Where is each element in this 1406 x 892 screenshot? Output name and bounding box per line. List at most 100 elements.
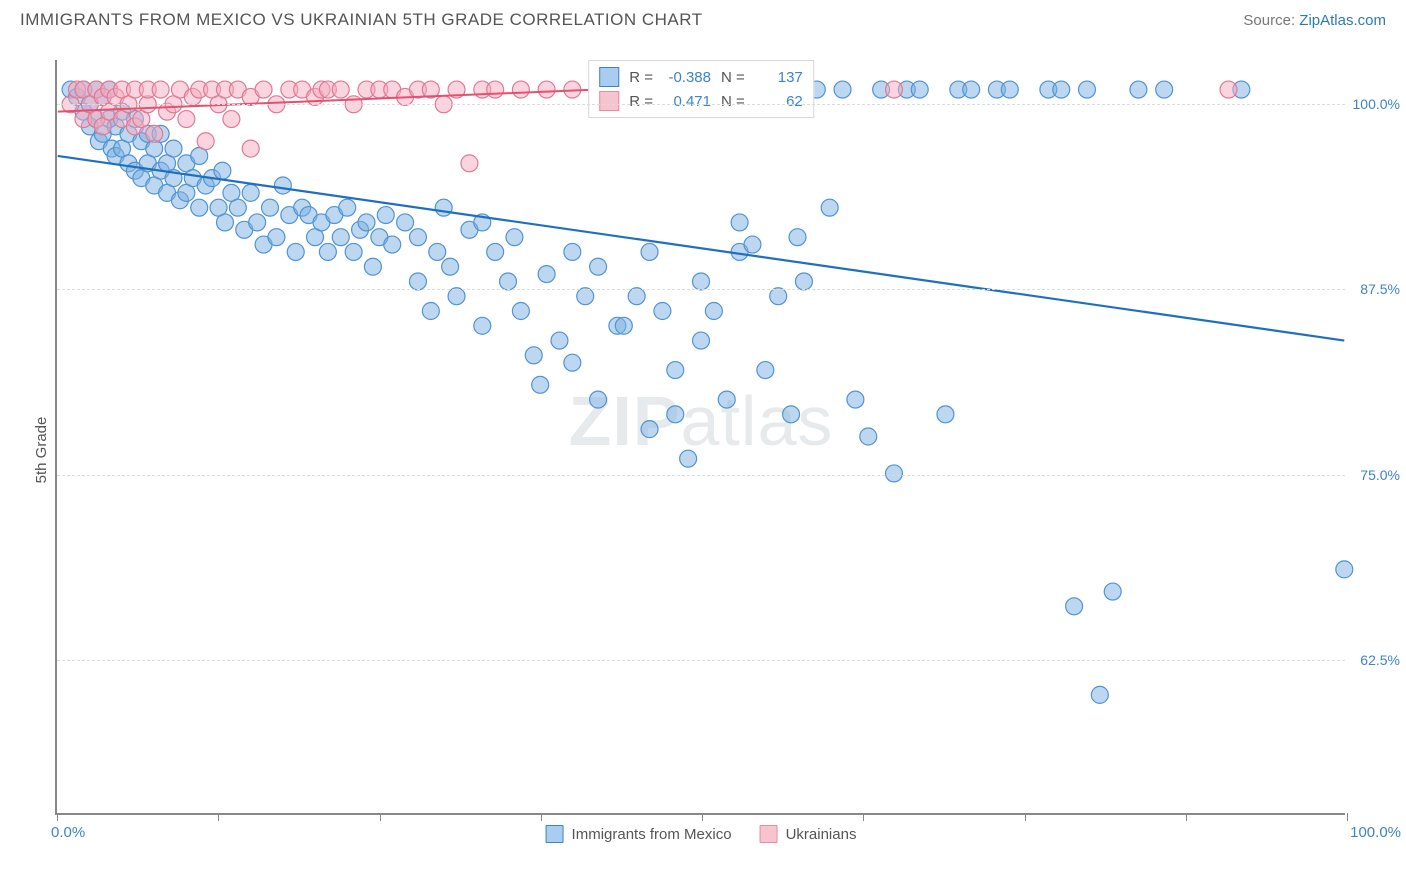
data-point: [1130, 81, 1147, 98]
data-point: [242, 184, 259, 201]
data-point: [191, 199, 208, 216]
chart-title: IMMIGRANTS FROM MEXICO VS UKRAINIAN 5TH …: [20, 10, 703, 30]
legend-item: Immigrants from Mexico: [546, 825, 732, 843]
stat-r-value: -0.388: [663, 69, 711, 86]
data-point: [789, 229, 806, 246]
data-point: [847, 391, 864, 408]
legend-swatch: [599, 67, 619, 87]
stats-row: R =-0.388N =137: [599, 65, 803, 89]
x-tick: [1025, 813, 1026, 821]
data-point: [332, 229, 349, 246]
x-axis-min-label: 0.0%: [51, 824, 85, 841]
data-point: [963, 81, 980, 98]
data-point: [506, 229, 523, 246]
source-label: Source: ZipAtlas.com: [1243, 12, 1386, 29]
data-point: [538, 81, 555, 98]
data-point: [886, 465, 903, 482]
data-point: [1066, 598, 1083, 615]
data-point: [641, 243, 658, 260]
stat-n-label: N =: [721, 69, 745, 86]
data-point: [783, 406, 800, 423]
data-point: [731, 214, 748, 231]
data-point: [834, 81, 851, 98]
gridline: [57, 104, 1345, 105]
data-point: [512, 81, 529, 98]
data-point: [680, 450, 697, 467]
x-tick: [541, 813, 542, 821]
data-point: [795, 273, 812, 290]
data-point: [718, 391, 735, 408]
data-point: [1001, 81, 1018, 98]
data-point: [1078, 81, 1095, 98]
data-point: [744, 236, 761, 253]
data-point: [615, 317, 632, 334]
data-point: [1156, 81, 1173, 98]
data-point: [590, 258, 607, 275]
data-point: [364, 258, 381, 275]
scatter-svg: [57, 60, 1345, 813]
trend-line: [58, 156, 1345, 341]
source-link[interactable]: ZipAtlas.com: [1299, 12, 1386, 29]
gridline: [57, 289, 1345, 290]
data-point: [1053, 81, 1070, 98]
data-point: [525, 347, 542, 364]
legend-item: Ukrainians: [760, 825, 857, 843]
data-point: [319, 243, 336, 260]
data-point: [821, 199, 838, 216]
stats-row: R =0.471N =62: [599, 89, 803, 113]
data-point: [532, 376, 549, 393]
data-point: [487, 243, 504, 260]
data-point: [262, 199, 279, 216]
stat-r-label: R =: [629, 93, 653, 110]
data-point: [358, 214, 375, 231]
x-tick: [380, 813, 381, 821]
plot-area: ZIPatlas R =-0.388N =137R =0.471N =62 0.…: [55, 60, 1345, 815]
data-point: [165, 140, 182, 157]
data-point: [197, 133, 214, 150]
data-point: [911, 81, 928, 98]
stat-r-label: R =: [629, 69, 653, 86]
data-point: [564, 354, 581, 371]
data-point: [397, 214, 414, 231]
data-point: [667, 406, 684, 423]
data-point: [242, 140, 259, 157]
data-point: [274, 177, 291, 194]
x-tick: [1186, 813, 1187, 821]
data-point: [268, 229, 285, 246]
data-point: [214, 162, 231, 179]
y-tick-label: 87.5%: [1350, 281, 1400, 297]
data-point: [757, 362, 774, 379]
data-point: [332, 81, 349, 98]
y-axis-title: 5th Grade: [33, 417, 50, 484]
data-point: [216, 214, 233, 231]
x-axis-max-label: 100.0%: [1350, 824, 1401, 841]
stat-n-value: 62: [755, 93, 803, 110]
y-tick-label: 100.0%: [1350, 96, 1400, 112]
data-point: [512, 303, 529, 320]
gridline: [57, 660, 1345, 661]
data-point: [422, 303, 439, 320]
data-point: [409, 229, 426, 246]
data-point: [339, 199, 356, 216]
data-point: [461, 155, 478, 172]
data-point: [474, 317, 491, 334]
data-point: [152, 81, 169, 98]
legend-label: Ukrainians: [786, 826, 857, 843]
data-point: [693, 273, 710, 290]
data-point: [487, 81, 504, 98]
stats-legend: R =-0.388N =137R =0.471N =62: [588, 60, 814, 118]
data-point: [229, 199, 246, 216]
data-point: [705, 303, 722, 320]
legend-swatch: [546, 825, 564, 843]
data-point: [860, 428, 877, 445]
legend-swatch: [599, 91, 619, 111]
data-point: [590, 391, 607, 408]
data-point: [937, 406, 954, 423]
data-point: [429, 243, 446, 260]
data-point: [287, 243, 304, 260]
data-point: [178, 111, 195, 128]
data-point: [886, 81, 903, 98]
data-point: [255, 81, 272, 98]
data-point: [654, 303, 671, 320]
data-point: [223, 111, 240, 128]
